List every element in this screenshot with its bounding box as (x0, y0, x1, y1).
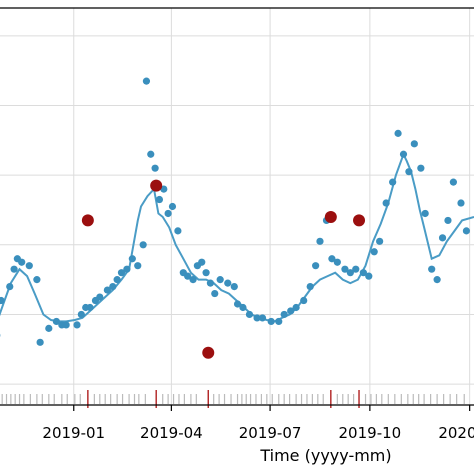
data-point (352, 265, 360, 273)
data-point (25, 262, 33, 270)
data-point (365, 272, 373, 280)
data-point (224, 279, 232, 287)
data-point (333, 258, 341, 266)
data-point (287, 307, 295, 315)
data-point (394, 129, 402, 137)
x-tick-label: 2019-04 (140, 424, 203, 442)
data-point (0, 296, 5, 305)
data-point (128, 255, 136, 263)
data-point (103, 286, 111, 294)
data-point (253, 314, 261, 322)
outlier-point (324, 210, 337, 223)
plot-background (0, 8, 474, 405)
data-point (155, 195, 164, 204)
data-point (233, 300, 242, 308)
data-point (123, 265, 131, 273)
data-point (198, 258, 206, 266)
data-point (438, 234, 447, 242)
data-point (410, 140, 418, 148)
data-point (312, 262, 320, 270)
data-point (117, 269, 126, 277)
data-point (168, 202, 177, 211)
data-point (206, 279, 215, 287)
data-point (433, 276, 441, 284)
data-point (62, 321, 70, 329)
data-point (6, 282, 14, 291)
data-point (306, 282, 314, 291)
outlier-point (150, 179, 163, 192)
data-point (370, 248, 378, 256)
data-point (184, 272, 192, 280)
data-point (134, 262, 142, 270)
data-point (10, 265, 18, 273)
data-point (52, 317, 61, 326)
data-point (428, 265, 436, 273)
outlier-point (353, 214, 366, 227)
data-point (341, 265, 349, 273)
data-point (421, 209, 429, 218)
data-point (189, 276, 197, 284)
data-point (382, 199, 390, 207)
data-point (160, 185, 168, 193)
rug-marks (1, 390, 465, 408)
data-point (174, 227, 182, 235)
data-point (359, 269, 367, 277)
data-point (230, 282, 238, 291)
outlier-points (81, 179, 366, 359)
data-point (18, 258, 26, 266)
data-point (77, 310, 85, 319)
x-axis-label: Time (yyyy-mm) (259, 446, 391, 465)
data-point (151, 164, 159, 172)
data-point (239, 303, 247, 312)
data-point (211, 289, 219, 298)
data-point (164, 209, 172, 218)
data-point (292, 303, 300, 312)
data-point (147, 150, 155, 158)
x-tick-label: 2020-01 (438, 424, 474, 442)
data-point (376, 237, 384, 245)
data-point (346, 269, 354, 277)
data-point (300, 296, 308, 305)
data-point (457, 199, 465, 207)
data-point (142, 77, 151, 85)
x-tick-label: 2019-07 (239, 424, 302, 442)
data-point (399, 150, 408, 158)
data-point (139, 241, 147, 249)
outlier-point (81, 214, 94, 227)
data-point (275, 317, 283, 326)
data-point (73, 321, 81, 329)
data-point (389, 178, 397, 186)
data-point (96, 293, 104, 301)
x-axis-ticks: 2019-01 2019-04 2019-07 2019-10 2020-01 (42, 405, 474, 442)
data-point (444, 216, 452, 225)
outlier-point (202, 346, 215, 359)
data-point (86, 303, 94, 312)
data-point (109, 282, 117, 291)
data-point (267, 317, 275, 326)
x-tick-label: 2019-01 (42, 424, 105, 442)
data-point (36, 338, 44, 346)
data-point (462, 227, 471, 235)
data-point (113, 276, 121, 284)
data-point (202, 269, 210, 277)
data-points (0, 77, 471, 346)
data-point (417, 164, 425, 172)
data-point (258, 314, 267, 322)
data-point (245, 310, 254, 319)
data-point (280, 310, 288, 319)
data-point (216, 276, 224, 284)
data-point (405, 168, 413, 176)
data-point (45, 324, 53, 332)
data-point (328, 255, 336, 263)
data-point (449, 178, 457, 186)
data-point (33, 276, 41, 284)
x-tick-label: 2019-10 (339, 424, 402, 442)
data-point (316, 237, 324, 245)
